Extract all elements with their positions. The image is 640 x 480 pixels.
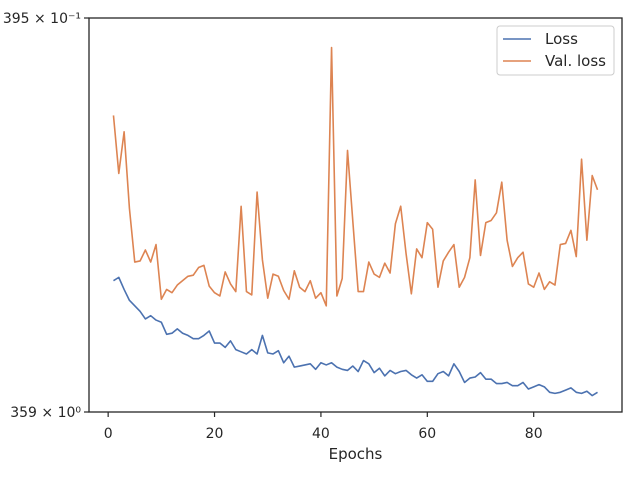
- x-tick-label: 20: [206, 426, 224, 442]
- series-line-loss: [113, 276, 598, 397]
- y-tick-label: 359 × 10⁰: [10, 405, 81, 421]
- axes: [88, 17, 623, 413]
- y-tick-label: 395 × 10⁻¹: [3, 11, 81, 27]
- series-line-val-loss: [112, 46, 599, 307]
- y-axis-ticks: 395 × 10⁻¹ 359 × 10⁰: [3, 11, 89, 421]
- series-lines: [112, 46, 599, 397]
- x-tick-label: 80: [525, 426, 543, 442]
- legend-label-loss: Loss: [545, 30, 578, 48]
- x-axis-ticks: 0 20 40 60 80: [104, 412, 543, 442]
- x-tick-label: 40: [312, 426, 330, 442]
- x-axis-title: Epochs: [329, 445, 383, 463]
- x-tick-label: 60: [418, 426, 436, 442]
- legend-label-val-loss: Val. loss: [545, 52, 606, 70]
- axes-frame: [88, 17, 623, 413]
- legend: Loss Val. loss: [496, 25, 615, 76]
- x-tick-label: 0: [104, 426, 113, 442]
